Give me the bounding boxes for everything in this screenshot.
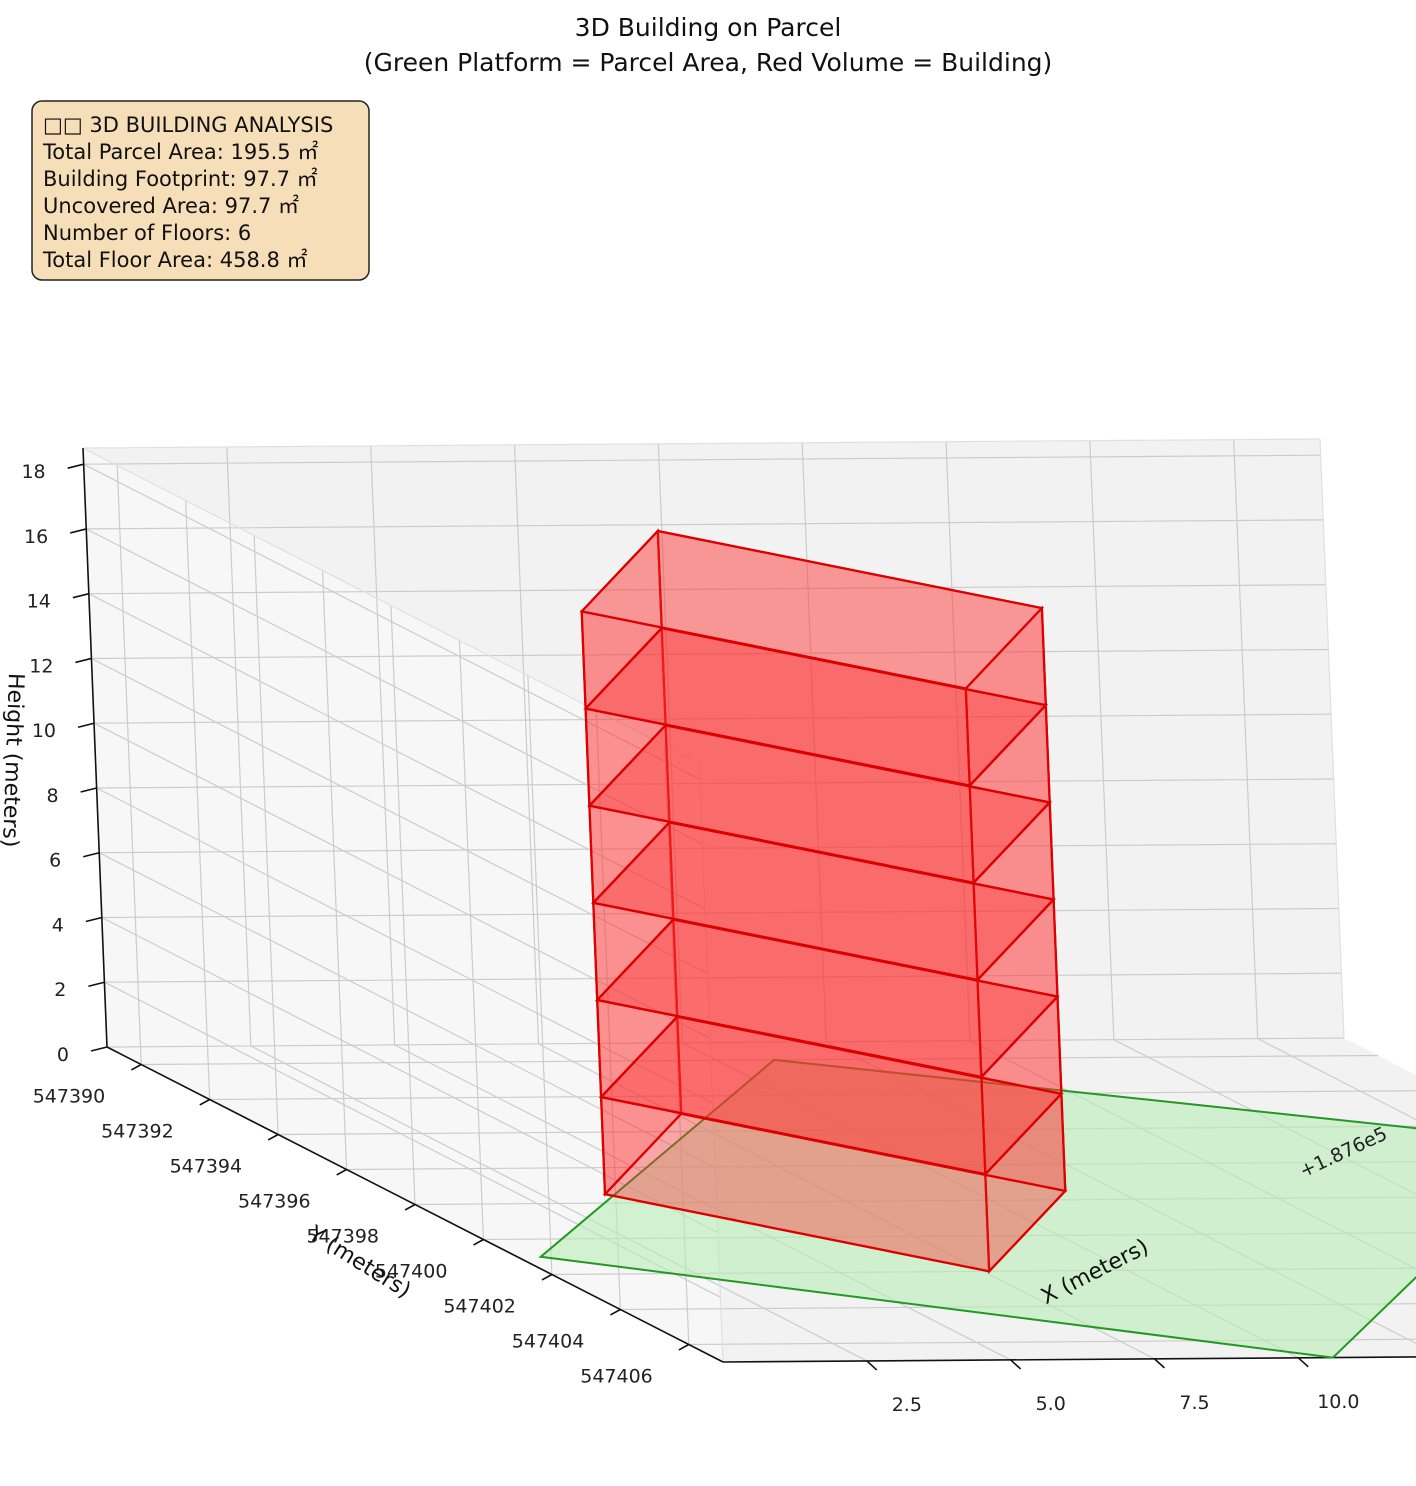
y-tick-mark xyxy=(267,1133,279,1141)
y-tick-label: 547398 xyxy=(306,1226,379,1248)
x-tick-label: 10.0 xyxy=(1317,1391,1359,1413)
x-axis-line xyxy=(722,1356,1416,1363)
grid-line-y-wall xyxy=(321,570,348,1170)
building-floor-bottom xyxy=(587,724,1052,884)
grid-line-x-wall xyxy=(513,444,540,1044)
z-tick-label: 12 xyxy=(29,655,53,677)
y-tick-mark xyxy=(199,1098,211,1106)
z-tick-label: 10 xyxy=(32,720,56,742)
grid-line-y-floor xyxy=(141,1054,1379,1066)
grid-line-x-wall xyxy=(801,442,827,1042)
z-tick-label: 16 xyxy=(24,526,48,548)
building-floor-bottom xyxy=(602,1112,1068,1273)
y-tick-label: 547402 xyxy=(443,1296,516,1318)
info-line-2: Total Parcel Area: 195.5 ㎡ xyxy=(42,140,318,164)
grid-line-x-wall xyxy=(1233,439,1259,1039)
z-tick-mark xyxy=(80,787,97,793)
building-floor-4 xyxy=(587,722,1056,983)
building-floor-bottom xyxy=(598,1015,1064,1176)
y-tick-mark xyxy=(404,1203,416,1211)
building-floor-bottom xyxy=(591,821,1056,982)
info-box: □□ 3D BUILDING ANALYSIS Total Parcel Are… xyxy=(31,100,370,281)
y-tick-mark xyxy=(610,1308,621,1316)
tick-labels: 2.55.07.510.012.515.017.520.054739054739… xyxy=(21,461,1359,1416)
building-floor-6 xyxy=(579,528,1048,789)
z-tick-mark xyxy=(88,981,105,988)
y-tick-label: 547394 xyxy=(170,1156,243,1178)
z-tick-mark xyxy=(85,916,103,923)
grid-line-y-wall xyxy=(390,605,416,1205)
x-tick-mark xyxy=(1153,1358,1165,1369)
y-tick-label: 547404 xyxy=(512,1331,585,1353)
y-tick-mark xyxy=(473,1238,484,1246)
y-tick-label: 547392 xyxy=(101,1121,174,1143)
z-axis-line xyxy=(82,447,108,1048)
z-tick-label: 8 xyxy=(47,785,59,807)
info-box-background xyxy=(31,100,370,281)
z-tick-label: 18 xyxy=(21,461,45,483)
building-floor-bottom xyxy=(583,626,1048,787)
z-tick-mark xyxy=(90,1046,108,1052)
y-tick-label: 547400 xyxy=(375,1261,448,1283)
y-tick-label: 547396 xyxy=(238,1191,311,1213)
z-tick-mark xyxy=(67,463,84,469)
x-tick-mark xyxy=(1297,1357,1309,1368)
x-tick-label: 2.5 xyxy=(892,1394,922,1416)
grid-line-x-wall xyxy=(226,446,252,1046)
y-tick-mark xyxy=(130,1063,142,1071)
z-tick-label: 14 xyxy=(27,591,51,613)
z-tick-label: 0 xyxy=(57,1044,69,1066)
building-floor-5 xyxy=(583,625,1052,886)
z-tick-mark xyxy=(70,528,87,534)
info-line-6: Total Floor Area: 458.8 ㎡ xyxy=(42,248,308,272)
building-floor-top xyxy=(579,529,1045,690)
z-axis-label: Height (meters) xyxy=(0,673,28,848)
plot-geometry xyxy=(538,528,1416,1359)
x-tick-label: 7.5 xyxy=(1179,1392,1209,1414)
info-line-3: Building Footprint: 97.7 ㎡ xyxy=(43,167,318,191)
grid-line-x-wall xyxy=(945,441,971,1041)
x-tick-mark xyxy=(1010,1359,1022,1370)
grid-line-x-wall xyxy=(1089,440,1115,1040)
grid-line-y-wall xyxy=(116,465,142,1065)
parcel-platform xyxy=(538,1058,1416,1359)
grid-line-y-wall xyxy=(185,500,211,1100)
grid-line-y-wall xyxy=(458,640,485,1240)
pane-right-edge xyxy=(1319,438,1345,1039)
grid-line-y-wall xyxy=(527,675,553,1275)
grid-line-x-wall xyxy=(657,443,683,1043)
info-line-5: Number of Floors: 6 xyxy=(43,221,251,245)
z-tick-mark xyxy=(83,851,100,858)
x-tick-mark xyxy=(866,1360,878,1371)
z-tick-label: 6 xyxy=(49,850,61,872)
z-tick-label: 4 xyxy=(52,914,64,936)
grid-line-y-wall xyxy=(253,535,279,1135)
building-floor-bottom xyxy=(595,918,1060,1079)
z-tick-mark xyxy=(75,657,92,664)
y-tick-mark xyxy=(336,1168,347,1176)
chart-title-line-2: (Green Platform = Parcel Area, Red Volum… xyxy=(364,48,1053,77)
y-tick-mark xyxy=(678,1343,690,1351)
y-tick-label: 547390 xyxy=(33,1086,106,1108)
x-tick-label: 5.0 xyxy=(1036,1393,1066,1415)
info-line-4: Uncovered Area: 97.7 ㎡ xyxy=(43,194,299,218)
grid-line-x-wall xyxy=(370,445,396,1045)
z-tick-mark xyxy=(72,592,90,599)
z-tick-mark xyxy=(77,722,95,728)
z-tick-label: 2 xyxy=(54,979,66,1001)
y-tick-label: 547406 xyxy=(580,1366,653,1388)
info-line-1: □□ 3D BUILDING ANALYSIS xyxy=(43,113,333,137)
y-tick-mark xyxy=(541,1273,553,1281)
chart-title-line-1: 3D Building on Parcel xyxy=(575,13,842,42)
